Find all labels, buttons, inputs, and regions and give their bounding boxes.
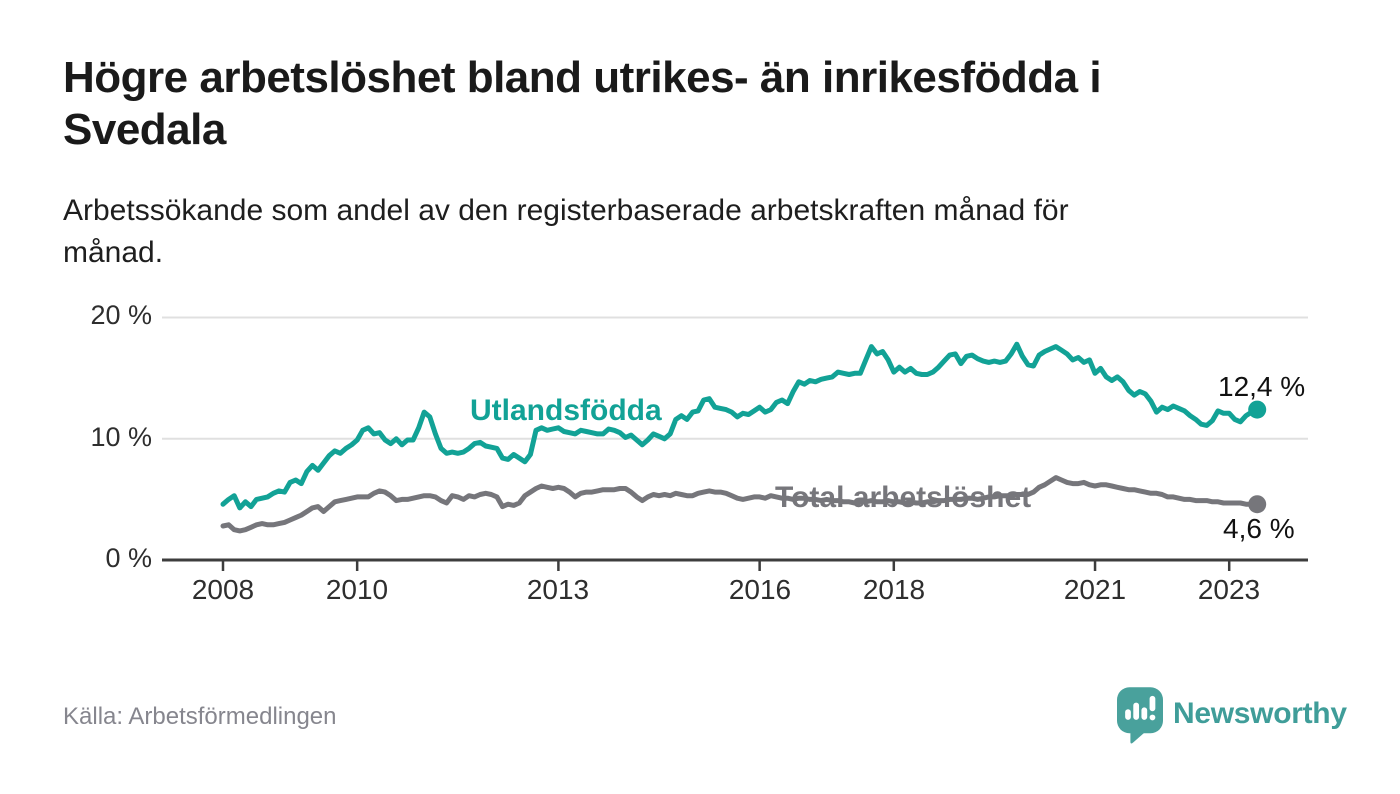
y-tick-label-0: 0 % — [105, 543, 152, 573]
x-tick-label-2021: 2021 — [1063, 574, 1127, 605]
end-value-label-total: 4,6 % — [1223, 513, 1295, 544]
brand-name: Newsworthy — [1173, 697, 1347, 730]
x-tick-label-2018: 2018 — [862, 574, 926, 605]
x-tick-label-2008: 2008 — [191, 574, 255, 605]
chart-subtitle: Arbetssökande som andel av den registerb… — [63, 194, 1069, 269]
x-tick-label-2010: 2010 — [325, 574, 389, 605]
x-tick-label-2013: 2013 — [526, 574, 590, 605]
x-tick-label-2023: 2023 — [1197, 574, 1261, 605]
newsworthy-logo-icon — [1117, 687, 1163, 744]
newsworthy-brand: Newsworthy — [1117, 687, 1347, 745]
series-label-total: Total arbetslöshet — [775, 481, 1032, 514]
y-tick-label-20: 20 % — [90, 300, 152, 330]
source-note: Källa: Arbetsförmedlingen — [63, 703, 337, 730]
end-value-label-utlandsfodda: 12,4 % — [1218, 371, 1306, 402]
series-label-utlandsfodda: Utlandsfödda — [470, 394, 662, 427]
chart-title: Högre arbetslöshet bland utrikes- än inr… — [63, 53, 1102, 154]
x-tick-label-2016: 2016 — [728, 574, 792, 605]
y-tick-label-10: 10 % — [90, 422, 152, 452]
